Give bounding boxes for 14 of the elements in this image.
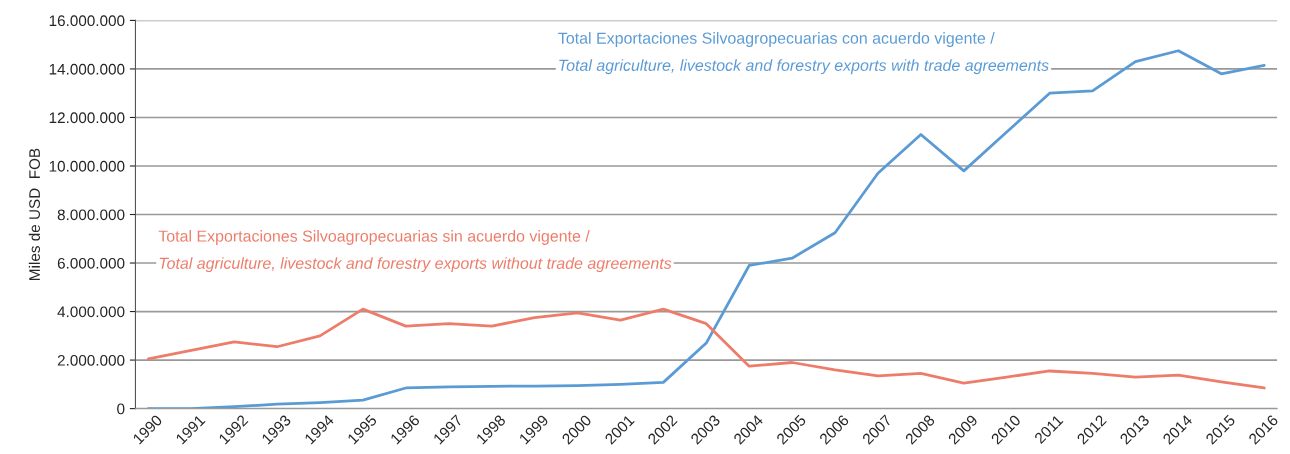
y-tick-label: 14.000.000 — [49, 63, 125, 75]
y-tick-label: 12.000.000 — [49, 112, 125, 124]
y-tick-label: 0 — [117, 403, 125, 415]
y-tick-label: 10.000.000 — [49, 160, 125, 172]
y-tick-label: 2.000.000 — [57, 354, 125, 366]
series-label: Total Exportaciones Silvoagropecuarias con acuerdo vigente / Total agriculture, livestock and forestry exports with trade agreements — [558, 32, 1049, 75]
y-tick-label: 6.000.000 — [57, 257, 125, 269]
y-tick-label: 8.000.000 — [57, 209, 125, 221]
y-tick-label: 4.000.000 — [57, 306, 125, 318]
line-series — [146, 49, 1266, 409]
line-series — [146, 307, 1266, 390]
y-tick-label: 16.000.000 — [49, 15, 125, 27]
text: Total Exportaciones Silvoagropecuarias sin acuerdo vigente / Total agriculture, livestock and forestry exports without trade agreements — [158, 230, 672, 273]
y-axis-title: Miles de USD FOB — [28, 148, 40, 280]
